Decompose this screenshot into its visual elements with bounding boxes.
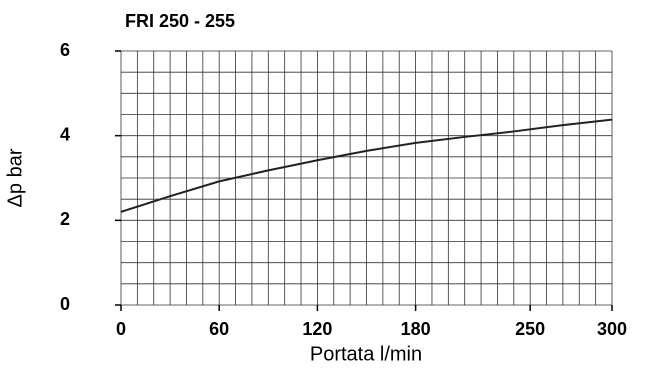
- chart-title: FRI 250 - 255: [125, 11, 235, 31]
- x-axis-label: Portata l/min: [310, 343, 422, 365]
- x-tick-label: 60: [209, 319, 229, 339]
- x-tick-label: 250: [515, 319, 545, 339]
- y-tick-label: 6: [60, 40, 70, 60]
- x-tick-label: 0: [116, 319, 126, 339]
- minor-grid: [120, 50, 613, 306]
- x-tick-label: 180: [401, 319, 431, 339]
- y-tick-label: 0: [60, 294, 70, 314]
- y-tick-label: 4: [60, 124, 70, 144]
- x-tick-label: 300: [597, 319, 627, 339]
- line-series: [120, 118, 613, 213]
- y-axis-label: Δp bar: [4, 148, 26, 207]
- y-tick-label: 2: [60, 209, 70, 229]
- x-tick-label: 120: [302, 319, 332, 339]
